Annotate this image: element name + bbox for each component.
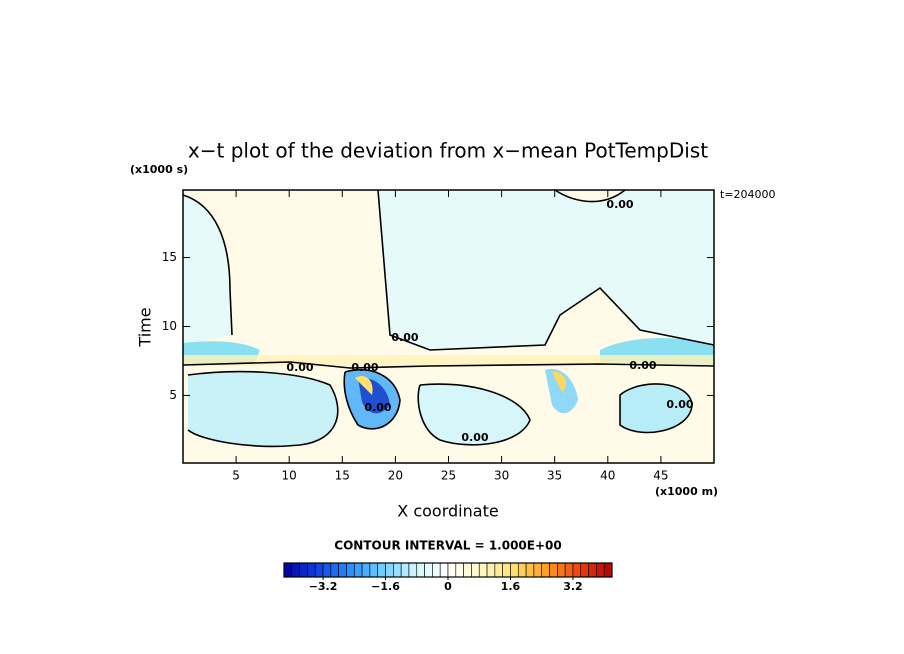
x-axis-label: X coordinate: [397, 502, 498, 521]
colorbar-cell: [455, 562, 464, 578]
y-tick-label: 5: [169, 388, 177, 402]
x-tick-label: 20: [388, 469, 403, 483]
contour-field: [182, 189, 715, 463]
y-tick-label: 15: [162, 250, 177, 264]
y-axis-label: Time: [136, 307, 155, 347]
colorbar-cell: [549, 562, 558, 578]
colorbar-cell: [393, 562, 402, 578]
colorbar-cell: [588, 562, 597, 578]
contour-interval: CONTOUR INTERVAL = 1.000E+00: [334, 539, 561, 553]
colorbar-tick-label: −1.6: [371, 580, 400, 593]
colorbar-cell: [502, 562, 511, 578]
colorbar-tick-label: −3.2: [309, 580, 338, 593]
colorbar-cell: [338, 562, 347, 578]
colorbar-cell: [572, 562, 582, 578]
contour-label: 0.00: [351, 361, 378, 374]
colorbar-cell: [557, 562, 566, 578]
colorbar-cell: [377, 562, 386, 578]
colorbar-cell: [596, 562, 605, 578]
colorbar-cell: [463, 562, 472, 578]
colorbar-cell: [603, 562, 613, 578]
colorbar-cell: [439, 562, 449, 578]
colorbar-cell: [307, 562, 316, 578]
colorbar-cell: [510, 562, 519, 578]
contour-label: 0.00: [606, 198, 633, 211]
contour-label: 0.00: [286, 361, 313, 374]
colorbar-cell: [517, 562, 527, 578]
colorbar-cell: [564, 562, 574, 578]
contour-label: 0.00: [666, 398, 693, 411]
colorbar-cell: [416, 562, 425, 578]
contour-label: 0.00: [629, 359, 656, 372]
contour-label: 0.00: [461, 431, 488, 444]
x-tick-label: 35: [547, 469, 562, 483]
colorbar-cell: [486, 562, 496, 578]
contour-label: 0.00: [364, 401, 391, 414]
colorbar-tick-label: 0: [444, 580, 452, 593]
y-tick-label: 10: [162, 319, 177, 333]
x-tick-label: 10: [282, 469, 297, 483]
colorbar-cell: [299, 562, 308, 578]
colorbar-cell: [400, 562, 410, 578]
chart-title: x−t plot of the deviation from x−mean Po…: [188, 139, 708, 163]
colorbar-cell: [533, 562, 543, 578]
contour-label: 0.00: [391, 331, 418, 344]
x-tick-label: 5: [232, 469, 240, 483]
colorbar-cell: [322, 562, 332, 578]
x-unit: (x1000 m): [655, 485, 718, 498]
colorbar-cell: [494, 562, 503, 578]
time-label: t=204000: [720, 188, 776, 201]
y-unit: (x1000 s): [130, 163, 188, 176]
colorbar-cell: [525, 562, 535, 578]
x-tick-label: 25: [441, 469, 456, 483]
colorbar-cell: [424, 562, 433, 578]
colorbar-cell: [447, 562, 457, 578]
x-tick-label: 45: [653, 469, 668, 483]
colorbar-cell: [353, 562, 363, 578]
colorbar-cell: [432, 562, 441, 578]
colorbar-cell: [283, 562, 293, 578]
colorbar-cell: [541, 562, 550, 578]
colorbar-tick-label: 3.2: [563, 580, 583, 593]
colorbar-cell: [330, 562, 339, 578]
colorbar-cell: [361, 562, 371, 578]
x-tick-label: 15: [335, 469, 350, 483]
colorbar-cell: [291, 562, 300, 578]
colorbar-tick-label: 1.6: [501, 580, 521, 593]
colorbar-cell: [385, 562, 394, 578]
x-tick-label: 40: [600, 469, 615, 483]
colorbar-cell: [369, 562, 379, 578]
colorbar-cell: [471, 562, 480, 578]
colorbar-cell: [478, 562, 488, 578]
x-tick-label: 30: [494, 469, 509, 483]
colorbar-cell: [346, 562, 355, 578]
colorbar-cell: [408, 562, 418, 578]
colorbar-cell: [314, 562, 324, 578]
colorbar-cell: [580, 562, 589, 578]
